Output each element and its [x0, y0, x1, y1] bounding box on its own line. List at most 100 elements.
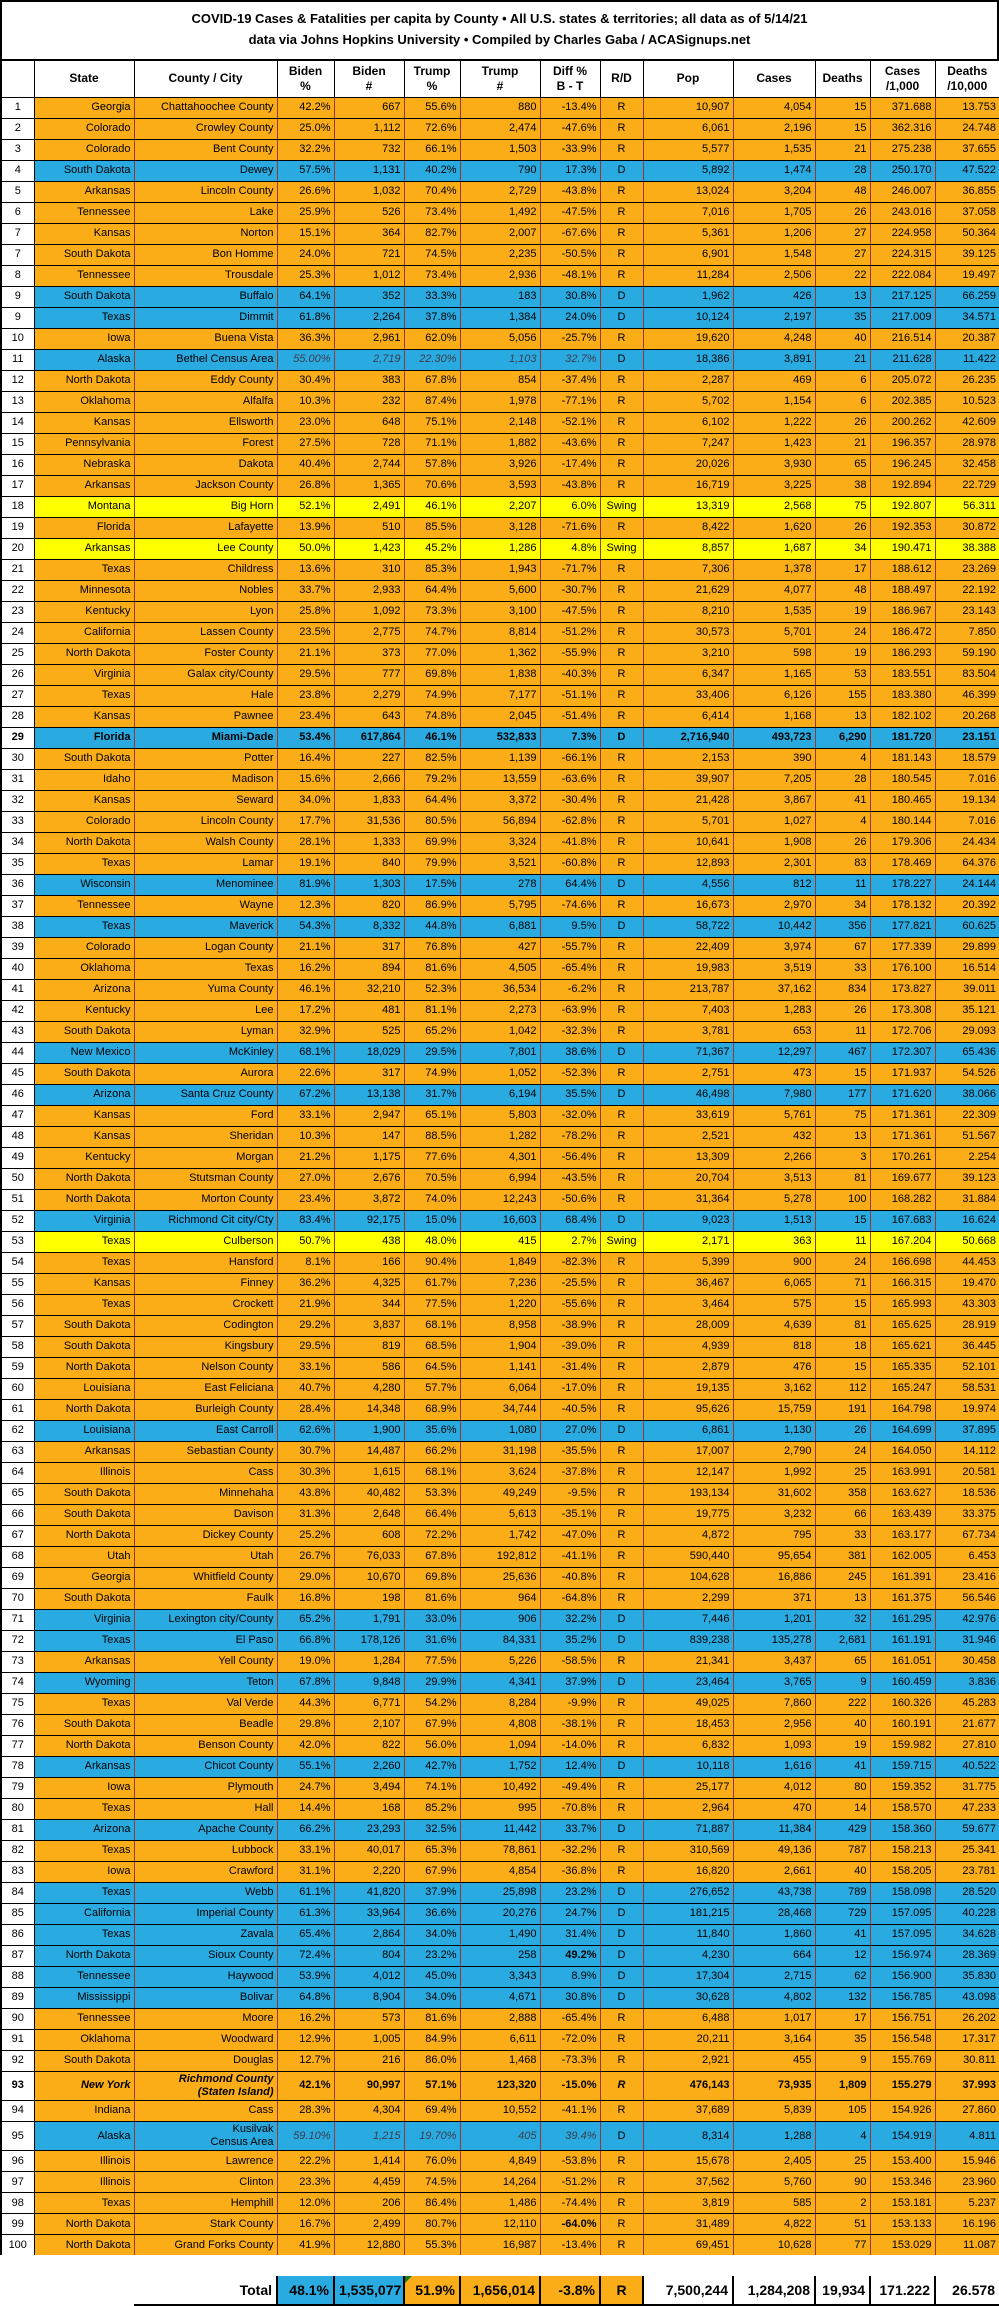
deaths-per-10000-cell: 30.872 — [934, 516, 999, 539]
deaths-per-10000-cell: 31.884 — [934, 1188, 999, 1211]
pop-cell: 4,939 — [642, 1335, 734, 1358]
biden-pct-cell: 12.0% — [276, 2192, 335, 2215]
biden-pct-cell: 33.1% — [276, 1356, 335, 1379]
state-cell: Arkansas — [33, 474, 135, 497]
state-cell: North Dakota — [33, 642, 135, 665]
cases-per-1000-cell: 179.306 — [869, 831, 936, 854]
cases-per-1000-cell: 161.051 — [869, 1650, 936, 1673]
rank-cell: 35 — [0, 852, 35, 875]
county-cell: Teton — [133, 1671, 278, 1694]
diff-pct-cell: -51.2% — [539, 2171, 601, 2194]
party-cell: R — [599, 201, 644, 224]
cases-per-1000-cell: 250.170 — [869, 159, 936, 182]
state-cell: South Dakota — [33, 1335, 135, 1358]
county-cell: Yell County — [133, 1650, 278, 1673]
rank-cell: 29 — [0, 726, 35, 749]
biden-pct-cell: 21.1% — [276, 642, 335, 665]
trump-votes-cell: 192,812 — [459, 1545, 541, 1568]
diff-pct-cell: -74.4% — [539, 2192, 601, 2215]
biden-votes-cell: 3,837 — [333, 1314, 405, 1337]
party-cell: R — [599, 1566, 644, 1589]
trump-pct-cell: 66.1% — [403, 138, 461, 161]
deaths-per-10000-cell: 24.748 — [934, 117, 999, 140]
party-cell: R — [599, 474, 644, 497]
diff-pct-cell: -32.2% — [539, 1839, 601, 1862]
pop-cell: 12,893 — [642, 852, 734, 875]
rank-cell: 11 — [0, 348, 35, 371]
deaths-per-10000-cell: 22.309 — [934, 1104, 999, 1127]
cases-cell: 476 — [732, 1356, 816, 1379]
cases-per-1000-cell: 163.439 — [869, 1503, 936, 1526]
county-cell: Sioux County — [133, 1944, 278, 1967]
biden-pct-cell: 32.2% — [276, 138, 335, 161]
county-cell: Nobles — [133, 579, 278, 602]
pop-cell: 19,135 — [642, 1377, 734, 1400]
party-cell: R — [599, 1587, 644, 1610]
state-cell: Minnesota — [33, 579, 135, 602]
county-cell: Lexington city/County — [133, 1608, 278, 1631]
cases-cell: 3,437 — [732, 1650, 816, 1673]
table-row: 6 Tennessee Lake 25.9% 526 73.4% 1,492 -47.5% R 7… — [0, 201, 999, 224]
table-row: 30 South Dakota Potter 16.4% 227 82.5% 1,139 -6… — [0, 747, 999, 770]
county-cell: Lake — [133, 201, 278, 224]
cases-cell: 455 — [732, 2049, 816, 2072]
deaths-per-10000-cell: 30.458 — [934, 1650, 999, 1673]
biden-votes-cell: 166 — [333, 1251, 405, 1274]
trump-votes-cell: 4,341 — [459, 1671, 541, 1694]
table-row: 12 North Dakota Eddy County 30.4% 383 67.8% 85… — [0, 369, 999, 392]
trump-pct-cell: 31.6% — [403, 1629, 461, 1652]
diff-pct-cell: -65.4% — [539, 2007, 601, 2030]
cases-cell: 43,738 — [732, 1881, 816, 1904]
cases-cell: 95,654 — [732, 1545, 816, 1568]
county-cell: Santa Cruz County — [133, 1083, 278, 1106]
deaths-cell: 32 — [814, 1608, 871, 1631]
pop-cell: 8,210 — [642, 600, 734, 623]
cases-cell: 3,891 — [732, 348, 816, 371]
party-cell: R — [599, 789, 644, 812]
table-row: 55 Kansas Finney 36.2% 4,325 61.7% 7,236 -25.5%… — [0, 1272, 999, 1295]
party-cell: R — [599, 327, 644, 350]
diff-pct-cell: -52.1% — [539, 411, 601, 434]
biden-votes-cell: 732 — [333, 138, 405, 161]
cases-cell: 2,661 — [732, 1860, 816, 1883]
table-row: 8 Tennessee Trousdale 25.3% 1,012 73.4% 2,936-… — [0, 264, 999, 287]
pop-cell: 13,024 — [642, 180, 734, 203]
rank-cell: 68 — [0, 1545, 35, 1568]
deaths-cell: 19 — [814, 1734, 871, 1757]
table-row: 35 Texas Lamar 19.1% 840 79.9% 3,521 -60.8% R 12,… — [0, 852, 999, 875]
trump-votes-cell: 6,611 — [459, 2028, 541, 2051]
biden-pct-cell: 27.5% — [276, 432, 335, 455]
trump-pct-cell: 74.5% — [403, 243, 461, 266]
diff-pct-cell: -41.1% — [539, 1545, 601, 1568]
rank-cell: 89 — [0, 1986, 35, 2009]
deaths-cell: 15 — [814, 117, 871, 140]
state-cell: Texas — [33, 1923, 135, 1946]
diff-pct-cell: -65.4% — [539, 957, 601, 980]
biden-votes-cell: 227 — [333, 747, 405, 770]
cases-cell: 493,723 — [732, 726, 816, 749]
pop-cell: 37,562 — [642, 2171, 734, 2194]
trump-pct-cell: 82.5% — [403, 747, 461, 770]
trump-votes-cell: 5,613 — [459, 1503, 541, 1526]
deaths-cell: 11 — [814, 1230, 871, 1253]
state-cell: North Dakota — [33, 1734, 135, 1757]
diff-pct-cell: 38.6% — [539, 1041, 601, 1064]
biden-votes-cell: 894 — [333, 957, 405, 980]
trump-pct-cell: 17.5% — [403, 873, 461, 896]
pop-cell: 10,124 — [642, 306, 734, 329]
trump-votes-cell: 31,198 — [459, 1440, 541, 1463]
table-row: 24 California Lassen County 23.5% 2,775 74.7%… — [0, 621, 999, 644]
biden-votes-cell: 777 — [333, 663, 405, 686]
deaths-cell: 245 — [814, 1566, 871, 1589]
party-cell: R — [599, 2099, 644, 2122]
table-row: 69 Georgia Whitfield County 29.0% 10,670 69.8… — [0, 1566, 999, 1589]
table-row: 39 Colorado Logan County 21.1% 317 76.8% 427 -5… — [0, 936, 999, 959]
county-cell: Lyon — [133, 600, 278, 623]
biden-votes-cell: 2,864 — [333, 1923, 405, 1946]
rank-cell: 24 — [0, 621, 35, 644]
trump-votes-cell: 123,320 — [459, 2070, 541, 2101]
pop-cell: 6,488 — [642, 2007, 734, 2030]
cases-cell: 1,908 — [732, 831, 816, 854]
table-row: 75 Texas Val Verde 44.3% 6,771 54.2% 8,284 -9.9… — [0, 1692, 999, 1715]
cases-cell: 5,278 — [732, 1188, 816, 1211]
